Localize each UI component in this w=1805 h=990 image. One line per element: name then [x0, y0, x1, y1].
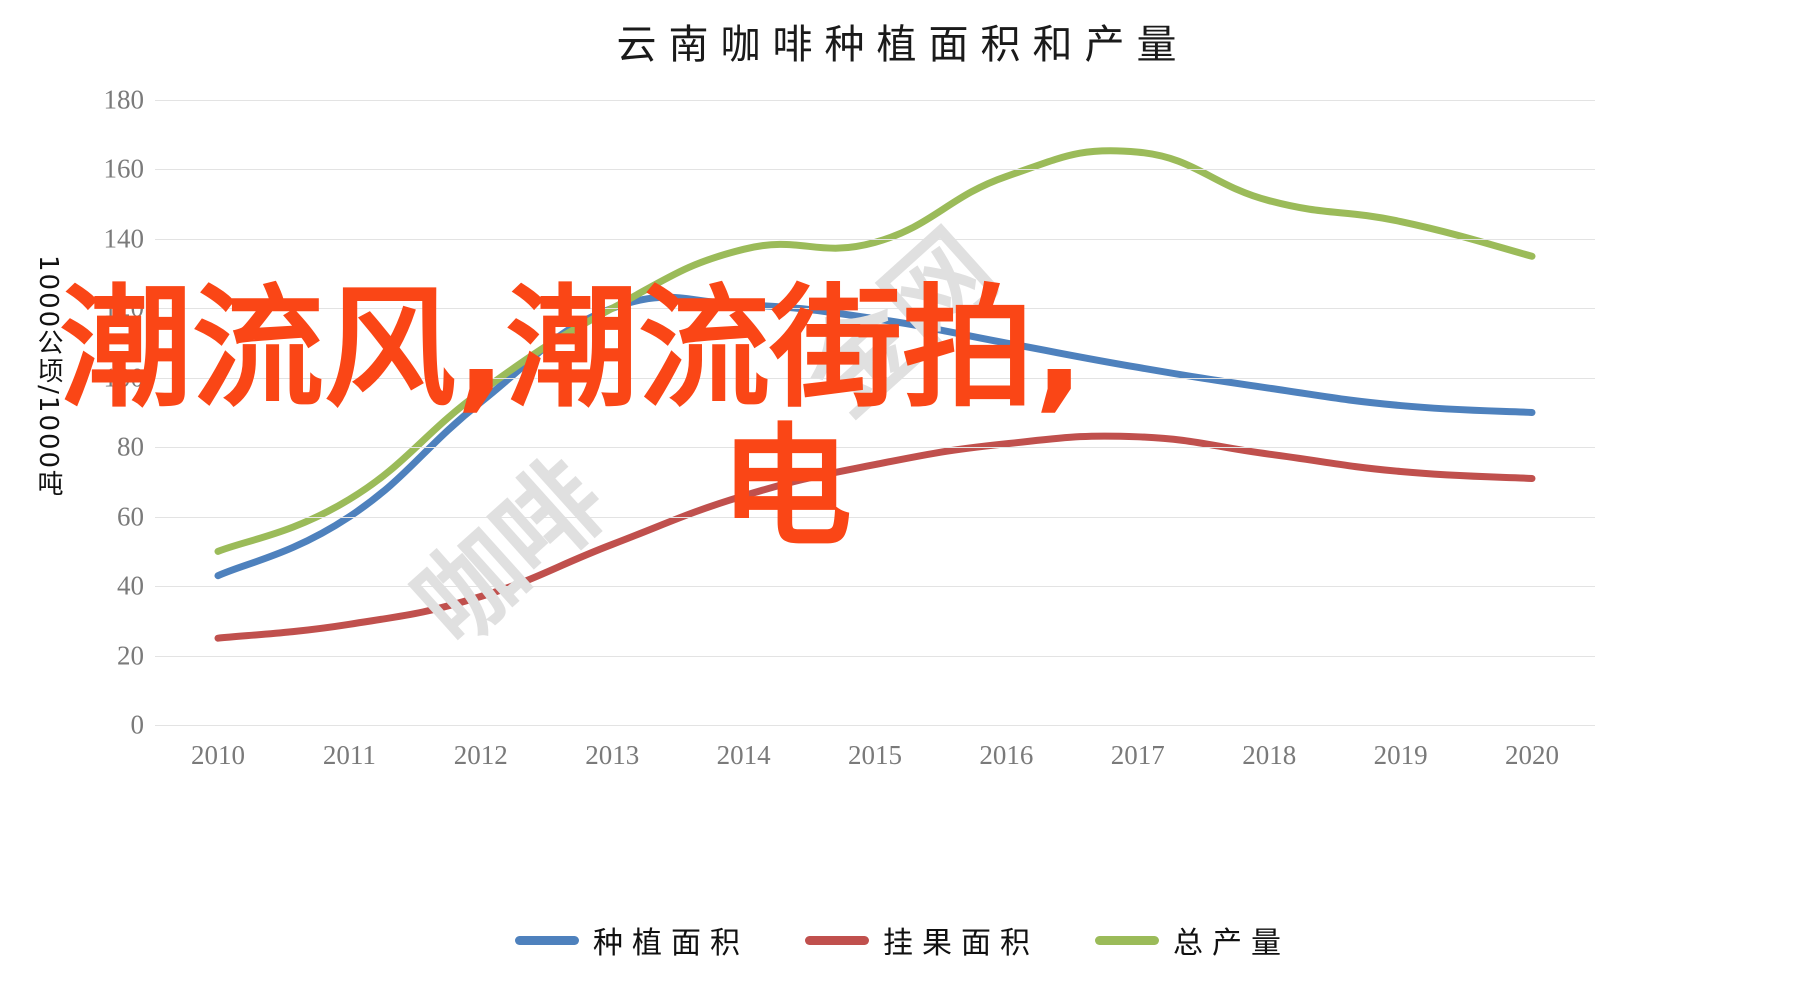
x-tick-label: 2018 — [1242, 740, 1297, 770]
legend-swatch-icon — [1095, 935, 1159, 945]
y-tick-label: 40 — [117, 570, 144, 601]
series-lines — [214, 147, 1536, 642]
x-tick-label: 2017 — [1110, 740, 1165, 770]
gridline — [155, 655, 1595, 657]
y-tick-label: 80 — [117, 431, 144, 462]
y-tick-label: 20 — [117, 640, 144, 671]
x-tick-label: 2014 — [716, 740, 771, 770]
plot-area: 0 20 40 60 80 100 120 140 160 180 2010 2011 2012 201… — [104, 85, 1595, 770]
series-line — [214, 432, 1536, 642]
legend-item[interactable]: 总产量 — [1095, 918, 1290, 962]
gridline — [155, 586, 1595, 588]
gridline — [155, 238, 1595, 240]
y-axis-label: 1000公顷/1000吨 — [33, 255, 63, 499]
gridline — [155, 100, 1595, 101]
gridline — [155, 516, 1595, 518]
gridline — [155, 725, 1595, 726]
series-line — [214, 147, 1536, 555]
legend-item[interactable]: 挂果面积 — [805, 918, 1039, 962]
x-tick-label: 2015 — [848, 740, 902, 770]
y-tick-label: 100 — [103, 362, 145, 393]
x-tick-label: 2016 — [979, 740, 1034, 770]
gridline — [155, 308, 1595, 310]
x-tick-label: 2012 — [453, 740, 508, 770]
chart-legend: 种植面积 挂果面积 总产量 — [0, 918, 1805, 962]
x-tick-label: 2020 — [1505, 740, 1559, 770]
y-tick-label: 60 — [117, 501, 144, 532]
series-line — [214, 293, 1536, 580]
chart-title: 云南咖啡种植面积和产量 — [616, 22, 1189, 68]
gridline — [155, 377, 1595, 379]
legend-swatch-icon — [805, 935, 869, 945]
legend-label: 种植面积 — [593, 926, 749, 961]
gridline — [155, 169, 1595, 171]
legend-label: 挂果面积 — [883, 926, 1039, 961]
legend-item[interactable]: 种植面积 — [515, 918, 749, 962]
legend-label: 总产量 — [1173, 926, 1290, 961]
x-tick-label: 2019 — [1373, 740, 1428, 770]
y-tick-label: 140 — [103, 223, 145, 254]
x-tick-label: 2010 — [191, 740, 245, 770]
x-tick-label: 2013 — [585, 740, 640, 770]
y-tick-label: 120 — [103, 292, 145, 323]
x-tick-label: 2011 — [322, 740, 376, 770]
gridline — [155, 447, 1595, 449]
y-tick-label: 160 — [103, 153, 145, 184]
y-tick-label: 0 — [130, 709, 145, 740]
legend-swatch-icon — [515, 935, 579, 945]
y-tick-label: 180 — [103, 84, 145, 115]
